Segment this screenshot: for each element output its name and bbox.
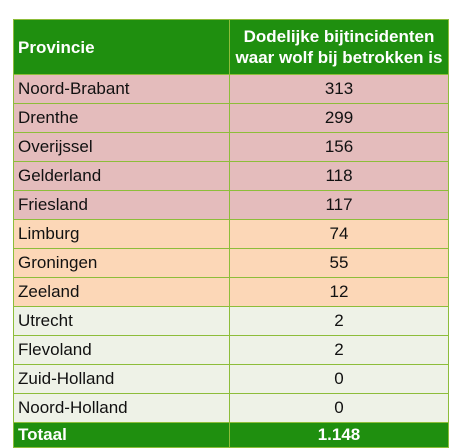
province-cell: Zeeland <box>13 277 230 307</box>
province-cell: Groningen <box>13 248 230 278</box>
incident-count-cell: 313 <box>229 74 449 104</box>
province-cell: Utrecht <box>13 306 230 336</box>
table-row: Noord-Brabant 313 <box>13 74 449 104</box>
incident-count-cell: 2 <box>229 306 449 336</box>
incident-count-cell: 299 <box>229 103 449 133</box>
incident-count-cell: 55 <box>229 248 449 278</box>
province-cell: Friesland <box>13 190 230 220</box>
table-row: Noord-Holland 0 <box>13 393 449 423</box>
table-row: Overijssel 156 <box>13 132 449 162</box>
table-row: Flevoland 2 <box>13 335 449 365</box>
header-incidents-line1: Dodelijke bijtincidenten <box>243 27 435 46</box>
province-cell: Limburg <box>13 219 230 249</box>
table-row: Limburg 74 <box>13 219 449 249</box>
total-label: Totaal <box>13 422 230 448</box>
incidents-table-container: Provincie Dodelijke bijtincidenten waar … <box>13 19 449 448</box>
incident-count-cell: 2 <box>229 335 449 365</box>
incident-count-cell: 117 <box>229 190 449 220</box>
table-header-row: Provincie Dodelijke bijtincidenten waar … <box>13 19 449 75</box>
header-province: Provincie <box>13 19 230 75</box>
province-cell: Overijssel <box>13 132 230 162</box>
table-row: Groningen 55 <box>13 248 449 278</box>
table-row: Zeeland 12 <box>13 277 449 307</box>
header-incidents-line2: waar wolf bij betrokken is <box>235 48 443 67</box>
province-cell: Flevoland <box>13 335 230 365</box>
incident-count-cell: 12 <box>229 277 449 307</box>
province-cell: Drenthe <box>13 103 230 133</box>
table-body: Noord-Brabant 313 Drenthe 299 Overijssel 156 G… <box>13 74 449 423</box>
province-cell: Noord-Brabant <box>13 74 230 104</box>
total-value: 1.148 <box>229 422 449 448</box>
incident-count-cell: 156 <box>229 132 449 162</box>
header-incidents: Dodelijke bijtincidenten waar wolf bij b… <box>229 19 449 75</box>
table-row: Gelderland 118 <box>13 161 449 191</box>
province-cell: Zuid-Holland <box>13 364 230 394</box>
table-row: Drenthe 299 <box>13 103 449 133</box>
table-row: Utrecht 2 <box>13 306 449 336</box>
wolf-incidents-table: Provincie Dodelijke bijtincidenten waar … <box>13 19 449 448</box>
table-row: Zuid-Holland 0 <box>13 364 449 394</box>
table-total-row: Totaal 1.148 <box>13 422 449 448</box>
province-cell: Gelderland <box>13 161 230 191</box>
table-row: Friesland 117 <box>13 190 449 220</box>
incident-count-cell: 118 <box>229 161 449 191</box>
incident-count-cell: 0 <box>229 393 449 423</box>
incident-count-cell: 0 <box>229 364 449 394</box>
incident-count-cell: 74 <box>229 219 449 249</box>
province-cell: Noord-Holland <box>13 393 230 423</box>
